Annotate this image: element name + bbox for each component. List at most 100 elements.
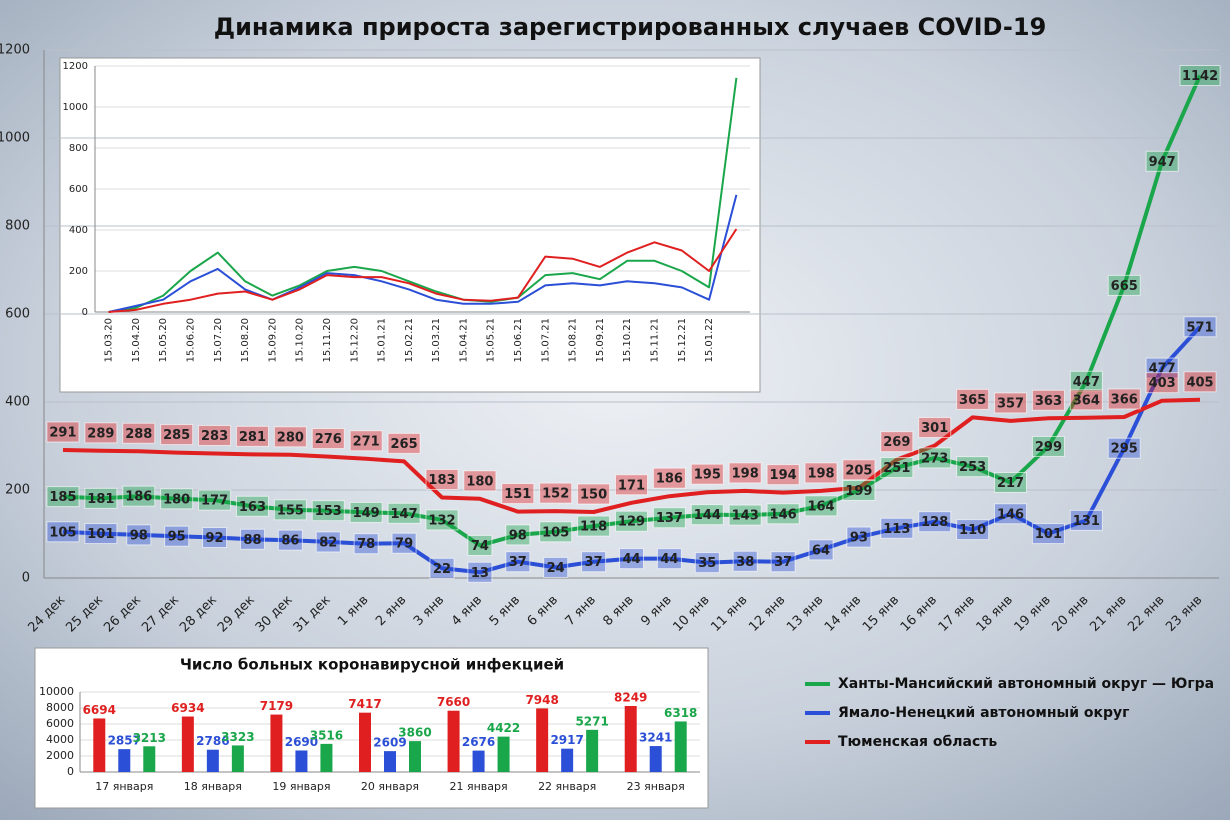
data-label: 8249 bbox=[614, 691, 647, 705]
data-label: 283 bbox=[201, 429, 228, 444]
bar bbox=[561, 748, 574, 772]
data-label: 2917 bbox=[550, 733, 583, 747]
data-label: 6318 bbox=[664, 706, 697, 720]
bar bbox=[649, 746, 662, 772]
label-box bbox=[198, 489, 232, 511]
label-box bbox=[581, 551, 607, 573]
bar bbox=[93, 718, 106, 772]
data-label: 186 bbox=[125, 490, 152, 505]
label-box bbox=[467, 561, 493, 583]
x-tick-label: 15.12.20 bbox=[349, 318, 360, 363]
label-box bbox=[543, 556, 569, 578]
data-label: 269 bbox=[883, 435, 910, 450]
y-tick-label: 4000 bbox=[46, 733, 74, 746]
bar bbox=[181, 716, 194, 772]
label-box bbox=[880, 457, 914, 479]
data-label: 295 bbox=[1111, 442, 1138, 457]
label-box bbox=[804, 462, 838, 484]
data-label: 79 bbox=[395, 537, 413, 552]
label-box bbox=[1183, 371, 1217, 393]
data-label: 1142 bbox=[1182, 69, 1218, 84]
series-line bbox=[62, 325, 1202, 575]
label-box bbox=[918, 511, 952, 533]
bar bbox=[674, 721, 687, 772]
data-label: 180 bbox=[163, 492, 190, 507]
data-label: 37 bbox=[774, 555, 792, 570]
x-tick-label: 15.09.20 bbox=[267, 318, 278, 363]
data-label: 5271 bbox=[575, 714, 608, 728]
data-label: 289 bbox=[87, 426, 114, 441]
x-tick-label: 15.10.20 bbox=[295, 318, 306, 363]
y-tick-label: 1000 bbox=[0, 131, 30, 146]
series-line bbox=[108, 77, 738, 313]
label-box bbox=[880, 431, 914, 453]
x-tick-label: 15.08.20 bbox=[240, 318, 251, 363]
data-label: 285 bbox=[163, 428, 190, 443]
data-label: 105 bbox=[49, 525, 76, 540]
label-box bbox=[273, 499, 307, 521]
y-tick-label: 0 bbox=[67, 765, 74, 778]
data-label: 164 bbox=[807, 499, 834, 514]
label-box bbox=[690, 504, 724, 526]
label-box bbox=[429, 557, 455, 579]
data-label: 447 bbox=[1073, 375, 1100, 390]
label-box bbox=[1107, 437, 1141, 459]
data-label: 280 bbox=[277, 430, 304, 445]
data-label: 198 bbox=[732, 466, 759, 481]
data-label: 101 bbox=[1035, 527, 1062, 542]
data-label: 6694 bbox=[83, 703, 116, 717]
data-label: 44 bbox=[660, 552, 678, 567]
label-box bbox=[311, 428, 345, 450]
data-label: 205 bbox=[845, 463, 872, 478]
label-box bbox=[956, 456, 990, 478]
x-tick-label: 15.06.21 bbox=[513, 318, 524, 363]
label-box bbox=[656, 548, 682, 570]
data-label: 299 bbox=[1035, 440, 1062, 455]
label-box bbox=[694, 552, 720, 574]
y-tick-label: 200 bbox=[69, 266, 88, 277]
label-box bbox=[652, 467, 686, 489]
data-label: 131 bbox=[1073, 514, 1100, 529]
label-box bbox=[728, 504, 762, 526]
label-box bbox=[842, 479, 876, 501]
data-label: 152 bbox=[542, 487, 569, 502]
data-label: 38 bbox=[736, 555, 754, 570]
data-label: 3241 bbox=[639, 731, 672, 745]
x-tick-label: 15.02.21 bbox=[404, 318, 415, 363]
label-box bbox=[425, 509, 459, 531]
data-label: 3323 bbox=[221, 730, 254, 744]
data-label: 291 bbox=[49, 425, 76, 440]
bar bbox=[270, 714, 283, 772]
data-label: 150 bbox=[580, 488, 607, 503]
data-label: 144 bbox=[694, 508, 721, 523]
x-tick-label: 15.04.20 bbox=[131, 318, 142, 363]
data-label: 128 bbox=[921, 515, 948, 530]
y-tick-label: 600 bbox=[5, 307, 30, 322]
data-label: 37 bbox=[509, 555, 527, 570]
bar bbox=[143, 746, 156, 772]
data-label: 147 bbox=[391, 507, 418, 522]
label-box bbox=[122, 422, 156, 444]
data-label: 194 bbox=[770, 468, 797, 483]
y-tick-label: 1200 bbox=[63, 61, 88, 72]
label-box bbox=[1069, 370, 1103, 392]
series-line bbox=[108, 228, 738, 313]
data-label: 7179 bbox=[260, 699, 293, 713]
data-label: 35 bbox=[698, 556, 716, 571]
data-label: 288 bbox=[125, 427, 152, 442]
bar bbox=[472, 750, 485, 772]
x-tick-label: 19 января bbox=[272, 780, 330, 793]
data-label: 4422 bbox=[487, 721, 520, 735]
label-box bbox=[1031, 435, 1065, 457]
label-box bbox=[84, 523, 118, 545]
data-label: 105 bbox=[542, 525, 569, 540]
label-box bbox=[239, 528, 265, 550]
data-label: 199 bbox=[845, 484, 872, 499]
label-box bbox=[766, 503, 800, 525]
label-box bbox=[1031, 389, 1065, 411]
label-box bbox=[539, 482, 573, 504]
label-box bbox=[1069, 389, 1103, 411]
x-tick-label: 15.03.20 bbox=[104, 318, 115, 363]
data-label: 181 bbox=[87, 492, 114, 507]
y-tick-label: 600 bbox=[69, 184, 88, 195]
